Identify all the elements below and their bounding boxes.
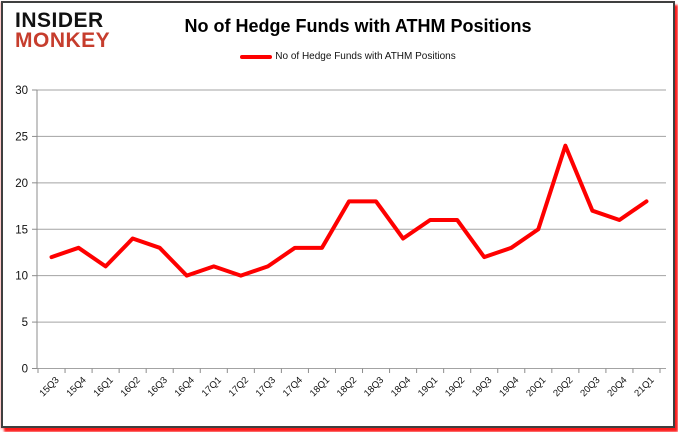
x-axis-tick-label: 19Q3: [470, 375, 494, 399]
x-axis-tick-label: 15Q4: [64, 375, 88, 399]
logo-monkey-text: MONKEY: [15, 28, 111, 52]
x-axis-tick-label: 21Q1: [632, 375, 656, 399]
x-axis-tick-label: 18Q2: [335, 375, 359, 399]
legend-line-swatch: [240, 54, 273, 59]
x-axis-tick-label: 19Q2: [443, 375, 467, 399]
x-axis-tick-label: 16Q4: [173, 375, 197, 399]
y-axis-tick-label: 15: [15, 224, 28, 236]
y-axis-tick-label: 20: [15, 178, 28, 190]
insider-monkey-logo: INSIDER MONKEY: [15, 9, 111, 52]
x-axis-tick-label: 17Q1: [200, 375, 224, 399]
x-axis-tick-label: 18Q4: [389, 375, 413, 399]
x-axis-tick-label: 20Q3: [578, 375, 602, 399]
legend-label: No of Hedge Funds with ATHM Positions: [275, 51, 456, 62]
y-axis-tick-label: 5: [22, 317, 28, 329]
y-axis-tick-label: 0: [22, 364, 28, 376]
x-axis-tick-label: 20Q1: [524, 375, 548, 399]
hedge-fund-line-chart: 0 5 10 15 20 25 30 15Q3 15Q4 16Q1 16Q2 16Q3 16Q4 17Q1…: [15, 85, 666, 399]
x-axis-tick-label: 18Q3: [362, 375, 386, 399]
x-axis-tick-label: 19Q4: [497, 375, 521, 399]
x-axis-tick-label: 16Q2: [119, 375, 143, 399]
x-axis-tick-label: 17Q4: [281, 375, 305, 399]
y-axis-tick-label: 10: [15, 271, 28, 283]
chart-legend: No of Hedge Funds with ATHM Positions: [23, 51, 673, 62]
x-axis-tick-label: 20Q2: [551, 375, 575, 399]
chart-title: No of Hedge Funds with ATHM Positions: [184, 16, 532, 36]
logo-insider-text: INSIDER: [15, 9, 104, 32]
x-axis-tick-label: 19Q1: [416, 375, 440, 399]
series-line: [49, 143, 649, 278]
y-axis-tick-label: 30: [15, 85, 28, 97]
x-axis-tick-label: 16Q1: [92, 375, 116, 399]
y-axis-tick-label: 25: [15, 131, 28, 143]
x-axis-tick-label: 16Q3: [146, 375, 170, 399]
x-axis-tick-label: 17Q3: [254, 375, 278, 399]
x-axis-tick-label: 18Q1: [308, 375, 332, 399]
x-axis-tick-label: 15Q3: [37, 375, 61, 399]
x-axis-tick-label: 20Q4: [605, 375, 629, 399]
x-axis-tick-label: 17Q2: [227, 375, 251, 399]
